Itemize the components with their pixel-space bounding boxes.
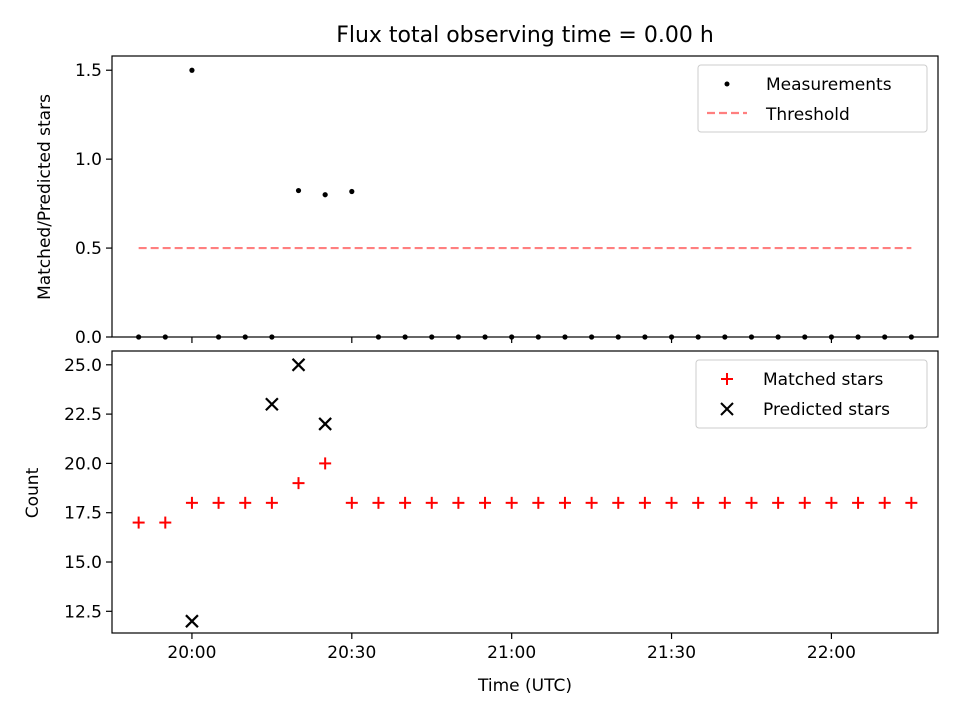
matched-point [479,496,492,509]
bottom-ytick-label: 22.5 [64,405,102,425]
measurement-point [349,188,355,195]
matched-point [852,496,865,509]
top-ytick-label: 1.5 [75,61,102,81]
matched-point [185,496,198,509]
bottom-xlabel: Time (UTC) [477,676,572,696]
matched-point [798,496,811,509]
bottom-ylabel: Count [23,467,43,518]
top-panel: Matched/Predicted stars 0.0 0.5 1.0 1.5 Mea… [35,55,939,348]
top-plot-area: 0.0 0.5 1.0 1.5 [75,55,939,348]
top-axes-frame [111,55,939,338]
bottom-ytick-label: 12.5 [64,602,102,622]
chart-title: Flux total observing time = 0.00 h [336,23,714,48]
matched-point [505,496,518,509]
legend-threshold-label: Threshold [765,105,850,125]
matched-point [372,496,385,509]
matched-point [825,496,838,509]
legend-measurements-label: Measurements [766,75,892,95]
matched-point [265,496,278,509]
bottom-xtick-label: 22:00 [807,643,856,663]
matched-point [878,496,891,509]
matched-point [319,457,332,470]
top-ytick-label: 0.5 [75,239,102,259]
predicted-point [185,614,199,628]
top-legend-box [697,64,928,133]
bottom-xtick-label: 21:00 [487,643,536,663]
top-ytick-label: 0.0 [75,328,102,348]
matched-point [132,516,145,529]
bottom-legend-box [695,359,928,429]
matched-point [638,496,651,509]
matched-point [159,516,172,529]
measurement-point [322,192,328,198]
measurement-point [295,187,302,194]
bottom-ytick-label: 20.0 [64,454,102,474]
matched-point [665,496,678,509]
matched-point [292,477,305,490]
legend-measurements-marker [724,81,730,87]
matched-point [692,496,705,509]
bottom-plot-area: 12.5 15.0 17.5 20.0 22.5 25.0 20:00 20:30 21:00 2… [64,350,939,663]
matched-point [558,496,571,509]
matched-point [425,496,438,509]
measurement-point [189,67,195,73]
legend-predicted-label: Predicted stars [763,400,890,420]
matched-point [905,496,918,509]
legend-matched-marker [721,373,733,385]
bottom-xtick-label: 20:00 [167,643,216,663]
matched-point [399,496,412,509]
matched-point [612,496,625,509]
matched-point [452,496,465,509]
bottom-axes-frame [111,350,939,634]
matched-point [745,496,758,509]
legend-matched-label: Matched stars [763,370,883,390]
bottom-ytick-label: 15.0 [64,553,102,573]
bottom-ytick-label: 17.5 [64,504,102,524]
bottom-panel: Count Time (UTC) 12.5 15.0 17.5 20.0 22.5 25.… [23,350,939,696]
matched-point [585,496,598,509]
matched-point [772,496,785,509]
top-ytick-label: 1.0 [75,150,102,170]
matched-point [212,496,225,509]
top-legend: Measurements Threshold [697,64,928,133]
predicted-point [265,397,279,412]
bottom-ytick-label: 25.0 [64,356,102,376]
matched-point [718,496,731,509]
matched-point [239,496,252,509]
bottom-xtick-label: 21:30 [647,643,696,663]
predicted-point [318,417,332,431]
predicted-point [291,358,306,372]
matched-point [532,496,545,509]
bottom-xtick-label: 20:30 [327,643,376,663]
top-ylabel: Matched/Predicted stars [35,94,55,300]
legend-predicted-marker [720,402,734,416]
matched-point [345,496,358,509]
bottom-legend: Matched stars Predicted stars [695,359,928,429]
